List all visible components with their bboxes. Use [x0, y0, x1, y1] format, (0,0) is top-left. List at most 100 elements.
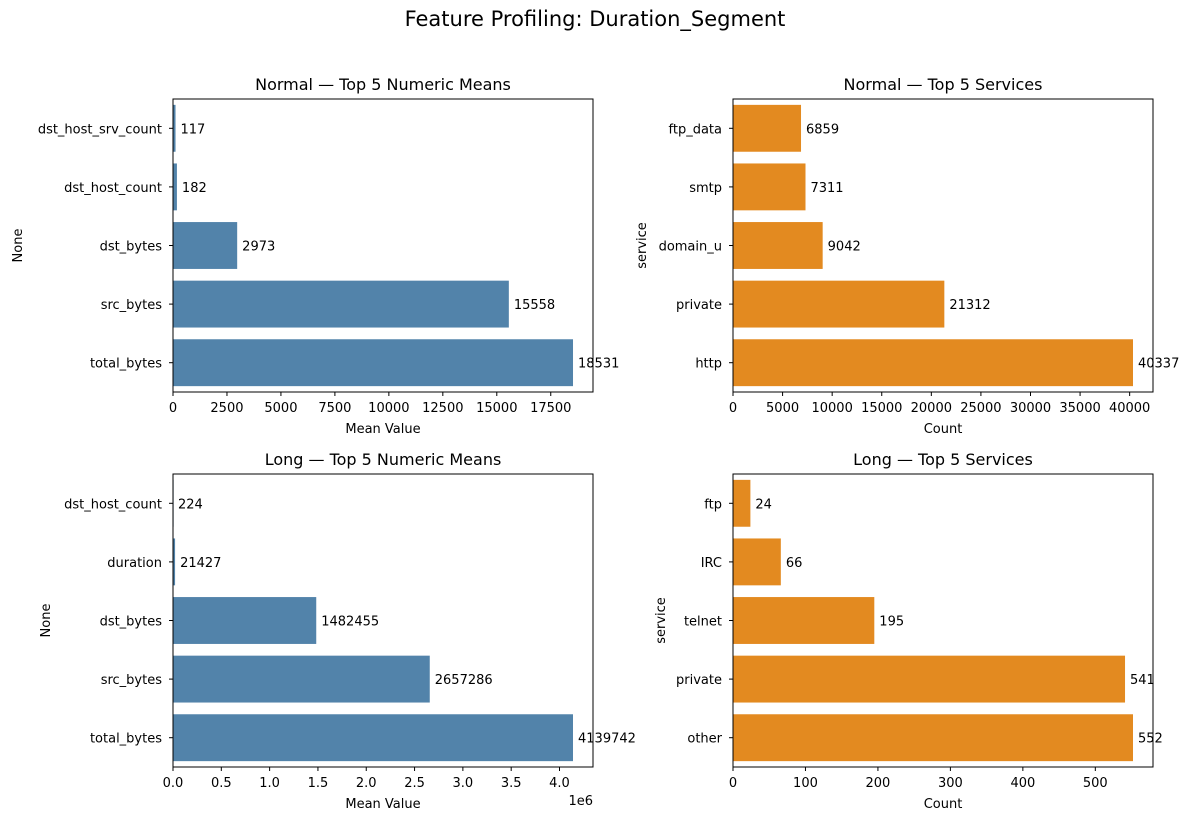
chart-1-ytick-label-4: http: [695, 357, 722, 372]
chart-2-xlabel: Mean Value: [345, 797, 420, 812]
chart-3-xtick-label-1: 100: [793, 776, 818, 791]
chart-2-data-label-1: 21427: [180, 556, 221, 571]
chart-3-bar-1: [733, 538, 781, 586]
chart-0-ytick-label-0: dst_host_srv_count: [38, 122, 162, 137]
chart-2-ytick-label-4: total_bytes: [90, 732, 162, 747]
chart-2-bar-4: [173, 714, 573, 762]
chart-3-data-label-2: 195: [879, 615, 904, 630]
chart-1-data-label-2: 9042: [828, 240, 861, 255]
chart-1-title: Normal — Top 5 Services: [844, 75, 1043, 94]
chart-3-bar-0: [733, 479, 751, 527]
chart-2-bar-2: [173, 597, 317, 644]
chart-1-bar-4: [733, 339, 1133, 387]
chart-0-data-label-2: 2973: [242, 240, 275, 255]
chart-2-xtick-label-2: 1.0: [259, 776, 280, 791]
chart-2-ytick-label-1: duration: [107, 556, 162, 571]
chart-1-data-label-1: 7311: [810, 181, 843, 196]
chart-1-bar-3: [733, 280, 945, 328]
chart-3-ytick-label-1: IRC: [701, 556, 722, 571]
chart-1-bar-2: [733, 222, 823, 269]
chart-2-data-label-3: 2657286: [435, 673, 493, 688]
chart-0-ytick-label-3: src_bytes: [101, 298, 163, 313]
chart-2-xtick-label-0: 0.0: [163, 776, 184, 791]
chart-0-xtick-label-0: 0: [169, 401, 177, 416]
chart-2-ytick-label-2: dst_bytes: [100, 615, 163, 630]
chart-0-xtick-label-2: 5000: [264, 401, 297, 416]
chart-1-ytick-label-1: smtp: [689, 181, 722, 196]
chart-1-bar-0: [733, 104, 802, 152]
chart-3-ytick-label-0: ftp: [704, 497, 722, 512]
chart-0-data-label-1: 182: [182, 181, 207, 196]
chart-0-title: Normal — Top 5 Numeric Means: [255, 75, 511, 94]
chart-3-bar-2: [733, 597, 875, 644]
chart-3-ytick-label-3: private: [676, 673, 722, 688]
chart-2-ytick-label-3: src_bytes: [101, 673, 163, 688]
chart-1-xlabel: Count: [924, 422, 963, 437]
chart-0-ylabel: None: [11, 229, 26, 263]
chart-3-bar-3: [733, 655, 1126, 703]
chart-1-xtick-label-8: 40000: [1109, 401, 1150, 416]
chart-3-xlabel: Count: [924, 797, 963, 812]
chart-1-xtick-label-7: 35000: [1059, 401, 1100, 416]
chart-1-ytick-label-2: domain_u: [659, 240, 722, 255]
chart-1-xtick-label-2: 10000: [811, 401, 852, 416]
chart-2-ylabel: None: [39, 604, 54, 638]
figure-suptitle: Feature Profiling: Duration_Segment: [405, 7, 786, 32]
chart-1-xtick-label-5: 25000: [960, 401, 1001, 416]
chart-1-xtick-label-6: 30000: [1010, 401, 1051, 416]
chart-2-data-label-4: 4139742: [578, 732, 636, 747]
chart-1-data-label-3: 21312: [949, 298, 990, 313]
chart-2-xtick-label-4: 2.0: [356, 776, 377, 791]
chart-1-ytick-label-3: private: [676, 298, 722, 313]
chart-2-offset-text: 1e6: [568, 794, 593, 809]
chart-0-bar-3: [173, 280, 509, 328]
chart-0-xtick-label-3: 7500: [318, 401, 351, 416]
chart-0-data-label-3: 15558: [514, 298, 555, 313]
chart-1-data-label-0: 6859: [806, 122, 839, 137]
chart-0-xtick-label-7: 17500: [530, 401, 571, 416]
chart-3-xtick-label-5: 500: [1083, 776, 1108, 791]
chart-2-xtick-label-1: 0.5: [211, 776, 232, 791]
chart-3-data-label-0: 24: [755, 497, 772, 512]
chart-0-bar-0: [173, 104, 176, 152]
chart-0-xtick-label-1: 2500: [210, 401, 243, 416]
chart-1-ytick-label-0: ftp_data: [669, 122, 722, 137]
chart-3-data-label-4: 552: [1138, 732, 1163, 747]
chart-3-data-label-3: 541: [1130, 673, 1155, 688]
chart-3-xtick-label-3: 300: [938, 776, 963, 791]
chart-0-bar-1: [173, 163, 177, 211]
chart-3-title: Long — Top 5 Services: [853, 450, 1033, 469]
chart-1-ylabel: service: [635, 222, 650, 269]
chart-2-xtick-label-5: 2.5: [404, 776, 425, 791]
chart-2-data-label-0: 224: [178, 497, 203, 512]
chart-0-xtick-label-5: 12500: [422, 401, 463, 416]
chart-1-xtick-label-0: 0: [729, 401, 737, 416]
chart-1-xtick-label-3: 15000: [861, 401, 902, 416]
chart-3-bar-4: [733, 714, 1133, 762]
chart-1-xtick-label-1: 5000: [766, 401, 799, 416]
chart-2-xtick-label-7: 3.5: [501, 776, 522, 791]
chart-3-xtick-label-2: 200: [866, 776, 891, 791]
chart-2-data-label-2: 1482455: [321, 615, 379, 630]
chart-0-xlabel: Mean Value: [345, 422, 420, 437]
chart-2-title: Long — Top 5 Numeric Means: [265, 450, 502, 469]
chart-2-bar-3: [173, 655, 430, 703]
chart-2-ytick-label-0: dst_host_count: [64, 497, 162, 512]
chart-1-xtick-label-4: 20000: [911, 401, 952, 416]
chart-0-xtick-label-4: 10000: [368, 401, 409, 416]
chart-2-xtick-label-3: 1.5: [308, 776, 329, 791]
chart-3-ylabel: service: [654, 597, 669, 644]
chart-3-xtick-label-4: 400: [1010, 776, 1035, 791]
chart-3-xtick-label-0: 0: [729, 776, 737, 791]
chart-3-ytick-label-4: other: [687, 732, 722, 747]
chart-0-bar-2: [173, 222, 238, 269]
chart-0-xtick-label-6: 15000: [476, 401, 517, 416]
chart-0-ytick-label-1: dst_host_count: [64, 181, 162, 196]
chart-0-ytick-label-4: total_bytes: [90, 357, 162, 372]
chart-0-data-label-0: 117: [181, 122, 206, 137]
chart-0-ytick-label-2: dst_bytes: [100, 240, 163, 255]
chart-2-xtick-label-8: 4.0: [549, 776, 570, 791]
chart-3-data-label-1: 66: [786, 556, 803, 571]
chart-2-bar-1: [173, 538, 176, 586]
